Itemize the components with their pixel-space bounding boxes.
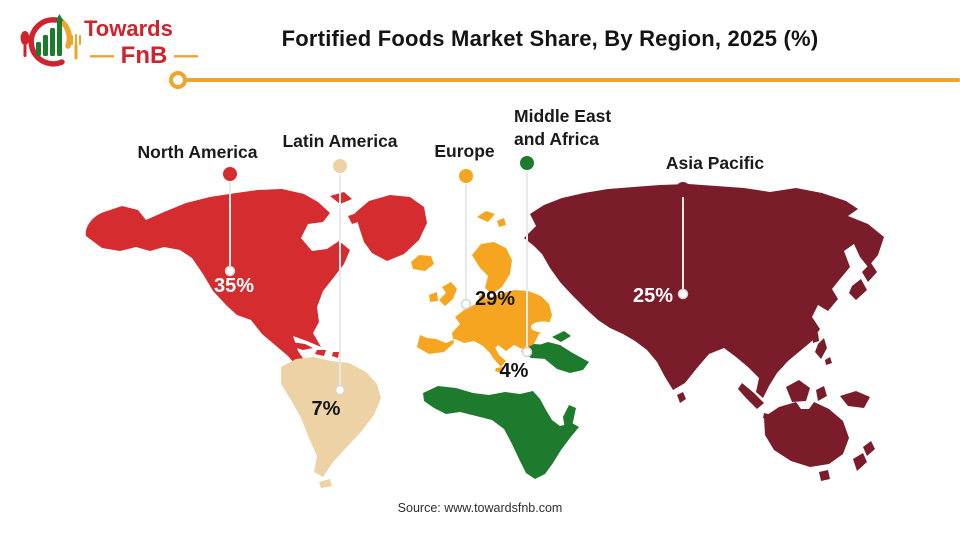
source-attribution: Source: www.towardsfnb.com — [397, 501, 563, 515]
value-middle-east-africa: 4% — [499, 360, 529, 382]
towards-fnb-logo-icon — [20, 14, 81, 67]
logo-plate-red-arc — [28, 17, 65, 67]
logo-fork-icon — [71, 34, 81, 60]
latin-america-marker-dot — [333, 159, 347, 173]
europe-marker-dot — [459, 169, 473, 183]
logo-brand-fnb: FnB — [120, 42, 168, 69]
callout-leader-lines — [229, 171, 684, 388]
towards-fnb-logo: Towards — FnB — — [12, 6, 242, 76]
asia-pacific-marker-dot — [676, 182, 690, 196]
logo-dash-left: — — [90, 42, 114, 69]
region-shape-north-america — [85, 189, 427, 369]
logo-brand-name-top: Towards — [84, 16, 173, 41]
logo-brand-name-bottom: — FnB — — [84, 42, 204, 70]
europe-end-dot — [460, 298, 472, 310]
label-asia-pacific: Asia Pacific — [665, 153, 765, 173]
label-north-america: North America — [137, 142, 258, 162]
divider-circle-ornament — [169, 71, 187, 89]
caspian-sea-shape — [565, 304, 579, 328]
value-north-america: 35% — [213, 275, 255, 297]
region-shape-latin-america — [281, 357, 381, 488]
value-asia-pacific: 25% — [632, 285, 674, 307]
logo-dash-right: — — [174, 42, 198, 69]
logo-plate-orange-arc — [58, 18, 73, 49]
value-europe: 29% — [474, 288, 516, 310]
region-shape-middle-east-africa — [423, 331, 589, 479]
region-shape-europe — [411, 211, 552, 373]
logo-spoon-icon — [20, 31, 30, 57]
asia-pacific-end-dot — [677, 288, 689, 300]
region-shape-asia-pacific — [524, 184, 884, 481]
north-america-marker-dot — [223, 167, 237, 181]
label-middle-east-africa: Middle East and Africa — [514, 106, 612, 149]
middle-east-africa-marker-dot — [520, 156, 534, 170]
sea-cutouts — [531, 304, 579, 333]
label-latin-america: Latin America — [282, 131, 398, 151]
latin-america-end-dot — [334, 384, 346, 396]
divider-line — [186, 78, 960, 82]
middle-east-africa-end-dot — [521, 346, 533, 358]
value-latin-america: 7% — [311, 398, 341, 420]
page-title: Fortified Foods Market Share, By Region,… — [281, 26, 819, 51]
logo-growth-bars-icon — [36, 14, 64, 56]
label-europe: Europe — [434, 141, 495, 161]
north-america-end-dot — [224, 265, 236, 277]
black-sea-shape — [531, 321, 555, 333]
callout-end-dots — [224, 265, 689, 396]
